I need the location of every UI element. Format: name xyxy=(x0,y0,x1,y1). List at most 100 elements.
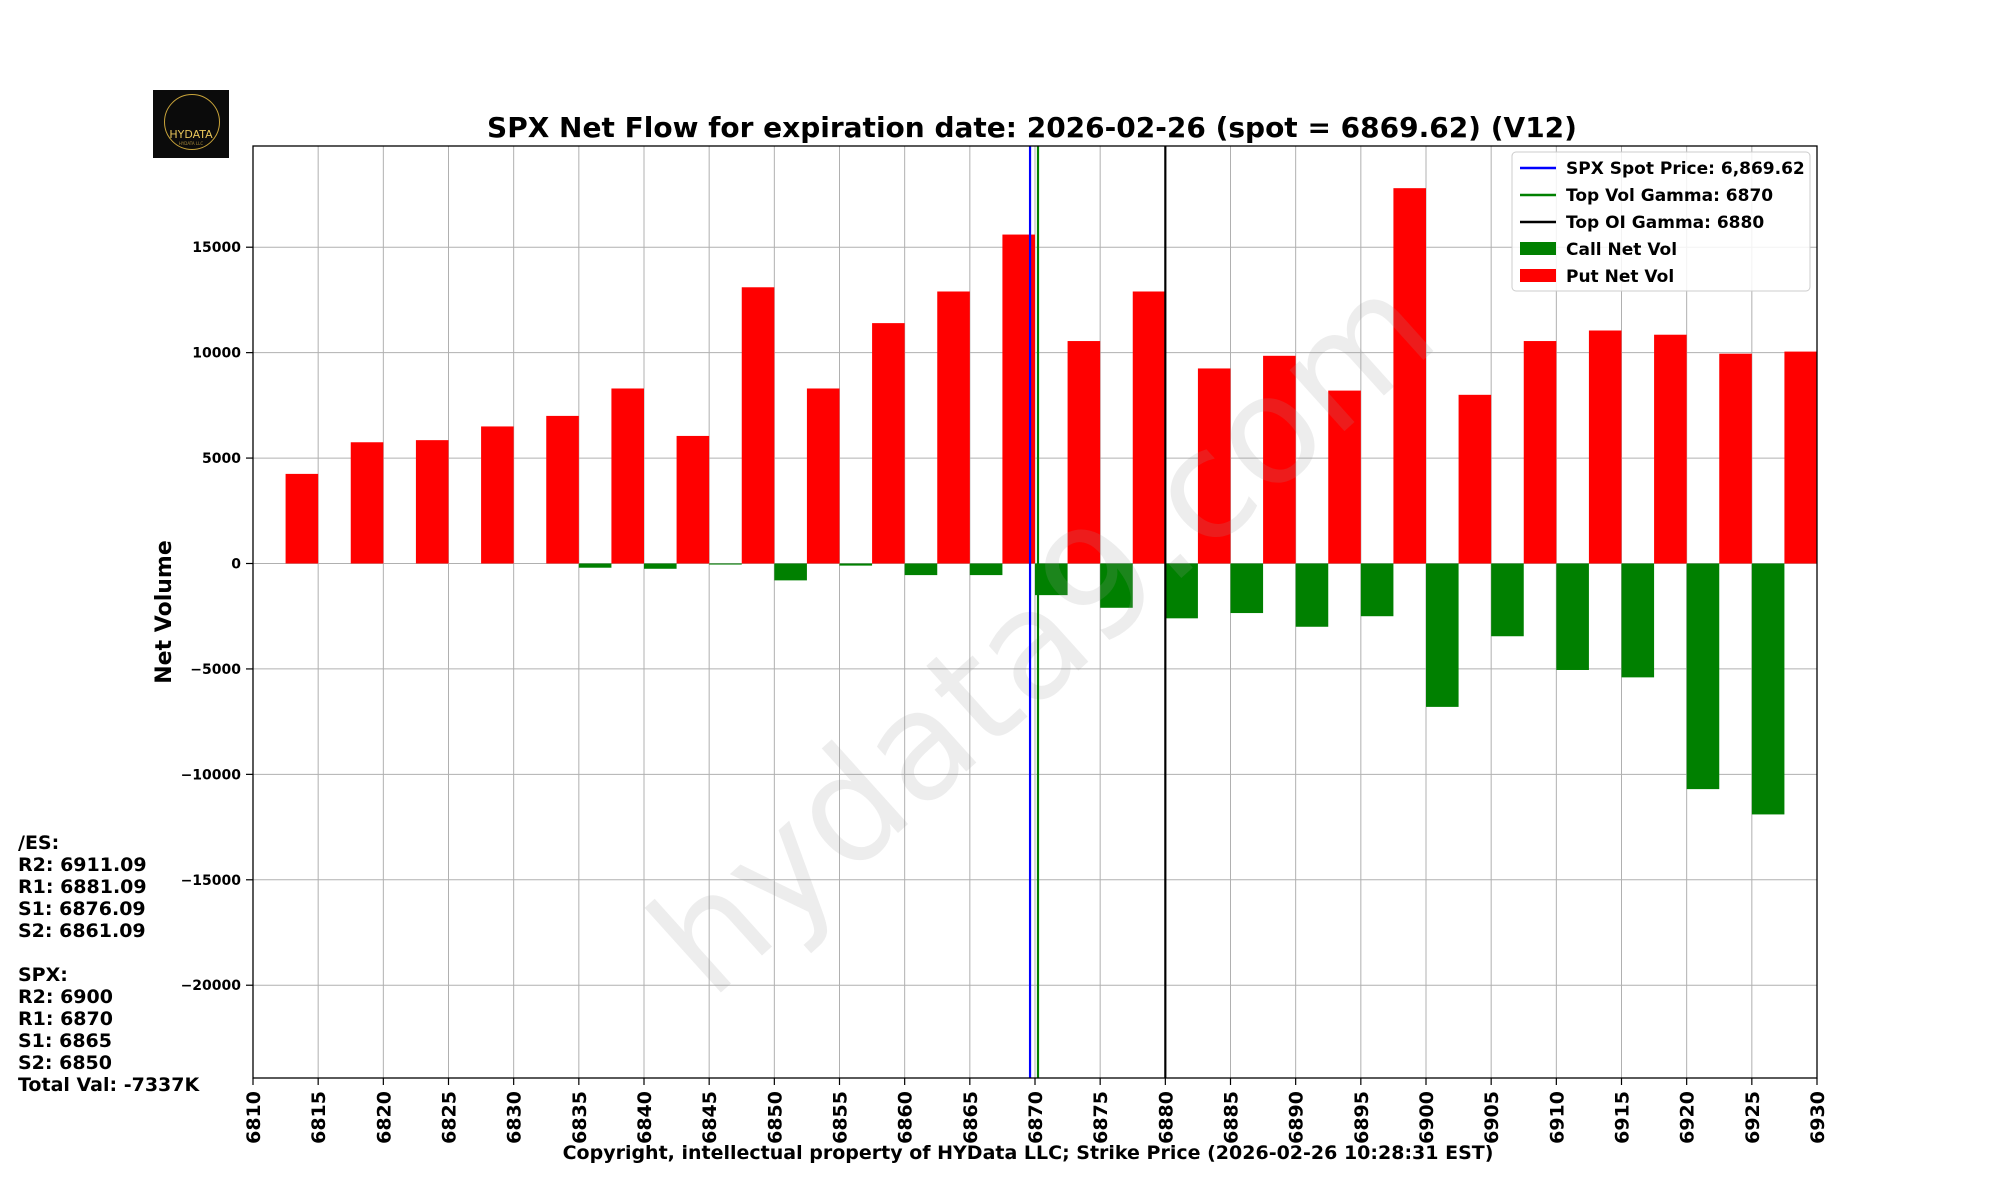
put-bar-6820 xyxy=(350,442,384,564)
put-bar-6850 xyxy=(741,287,775,564)
logo-text: HYDATA xyxy=(169,128,213,141)
call-bar-6860 xyxy=(904,563,938,576)
y-tick-label: −15000 xyxy=(181,873,242,889)
put-bar-6930 xyxy=(1784,351,1817,564)
y-tick-label: −20000 xyxy=(181,978,242,994)
x-tick-label: 6835 xyxy=(569,1091,591,1144)
es-s1: S1: 6876.09 xyxy=(18,898,146,920)
call-bar-6835 xyxy=(578,563,612,568)
call-bar-6850 xyxy=(774,563,807,581)
spx-header: SPX: xyxy=(18,964,68,986)
put-bar-6830 xyxy=(481,426,514,564)
call-bar-6925 xyxy=(1751,563,1785,815)
x-tick-label: 6905 xyxy=(1481,1091,1503,1144)
bars xyxy=(285,188,1817,815)
put-bar-6845 xyxy=(676,435,710,564)
levels-panel: /ES: R2: 6911.09 R1: 6881.09 S1: 6876.09… xyxy=(18,832,199,1096)
call-bar-6885 xyxy=(1230,563,1264,614)
put-bar-6840 xyxy=(611,388,644,564)
x-tick-label: 6920 xyxy=(1677,1091,1699,1144)
x-tick-label: 6915 xyxy=(1612,1091,1634,1144)
put-bar-6880 xyxy=(1132,291,1166,564)
spx-r1: R1: 6870 xyxy=(18,1008,113,1030)
call-bar-6905 xyxy=(1491,563,1524,637)
legend-bar-swatch xyxy=(1520,269,1556,282)
call-bar-6875 xyxy=(1100,563,1133,608)
legend-label: SPX Spot Price: 6,869.62 xyxy=(1566,159,1805,179)
call-bar-6900 xyxy=(1426,563,1459,707)
es-r1: R1: 6881.09 xyxy=(18,876,147,898)
call-bar-6910 xyxy=(1556,563,1589,670)
x-tick-label: 6845 xyxy=(699,1091,721,1144)
x-tick-label: 6860 xyxy=(895,1091,917,1144)
put-bar-6815 xyxy=(285,473,319,564)
legend-bar-swatch xyxy=(1520,242,1556,255)
x-tick-label: 6850 xyxy=(764,1091,786,1144)
put-bar-6910 xyxy=(1523,341,1557,564)
call-bar-6880 xyxy=(1165,563,1198,619)
put-bar-6860 xyxy=(872,323,905,564)
x-tick-label: 6880 xyxy=(1155,1091,1177,1144)
legend-label: Put Net Vol xyxy=(1566,267,1674,287)
x-tick-label: 6840 xyxy=(634,1091,656,1144)
x-tick-label: 6925 xyxy=(1742,1091,1764,1144)
x-tick-label: 6930 xyxy=(1807,1091,1829,1144)
call-bar-6895 xyxy=(1360,563,1394,617)
call-bar-6920 xyxy=(1686,563,1720,790)
put-bar-6855 xyxy=(806,388,840,564)
call-bar-6855 xyxy=(839,563,873,566)
legend-label: Top Vol Gamma: 6870 xyxy=(1566,186,1773,206)
x-tick-label: 6865 xyxy=(960,1091,982,1144)
legend-label: Top OI Gamma: 6880 xyxy=(1566,213,1764,233)
x-tick-label: 6820 xyxy=(373,1091,395,1144)
x-tick-label: 6910 xyxy=(1546,1091,1568,1144)
put-bar-6890 xyxy=(1263,355,1296,564)
x-tick-label: 6900 xyxy=(1416,1091,1438,1144)
logo-subtext: HYDATA LLC xyxy=(178,141,204,146)
legend-box xyxy=(1511,151,1811,292)
x-tick-label: 6895 xyxy=(1351,1091,1373,1144)
call-bar-6865 xyxy=(969,563,1003,576)
put-bar-6915 xyxy=(1588,330,1622,564)
legend-label: Call Net Vol xyxy=(1566,240,1677,260)
x-tick-label: 6810 xyxy=(243,1091,265,1144)
x-tick-label: 6830 xyxy=(504,1091,526,1144)
call-bar-6915 xyxy=(1621,563,1655,678)
x-tick-label: 6875 xyxy=(1090,1091,1112,1144)
chart-title: SPX Net Flow for expiration date: 2026-0… xyxy=(487,111,1577,144)
put-bar-6905 xyxy=(1458,394,1492,564)
call-bar-6845 xyxy=(709,563,742,565)
axes: 6810 6815 6820 6825 6830 6835 6840 6845 6850 6855… xyxy=(181,145,1829,1144)
logo-ring-icon xyxy=(164,94,220,150)
put-bar-6885 xyxy=(1197,368,1231,564)
y-axis-label: Net Volume xyxy=(152,540,177,684)
x-tick-label: 6855 xyxy=(830,1091,852,1144)
y-tick-label: 0 xyxy=(231,557,241,573)
es-r2: R2: 6911.09 xyxy=(18,854,147,876)
spx-r2: R2: 6900 xyxy=(18,986,113,1008)
x-tick-label: 6890 xyxy=(1286,1091,1308,1144)
call-bar-6870 xyxy=(1035,563,1068,596)
y-tick-label: 15000 xyxy=(192,240,241,256)
es-header: /ES: xyxy=(18,832,60,854)
x-tick-label: 6885 xyxy=(1221,1091,1243,1144)
reference-lines xyxy=(1028,146,1167,1078)
put-bar-6835 xyxy=(546,415,579,564)
put-bar-6825 xyxy=(415,440,449,564)
call-bar-6840 xyxy=(644,563,677,569)
y-tick-label: −5000 xyxy=(190,662,241,678)
legend: SPX Spot Price: 6,869.62 Top Vol Gamma: 6… xyxy=(1511,151,1811,292)
es-s2: S2: 6861.09 xyxy=(18,920,146,942)
put-bar-6875 xyxy=(1067,341,1101,564)
y-tick-label: 5000 xyxy=(202,451,241,467)
x-axis-label: Copyright, intellectual property of HYDa… xyxy=(563,1142,1494,1164)
y-tick-label: 10000 xyxy=(192,346,241,362)
put-bar-6895 xyxy=(1328,390,1361,564)
put-bar-6925 xyxy=(1719,353,1752,564)
total-value: Total Val: -7337K xyxy=(18,1074,200,1096)
x-tick-label: 6825 xyxy=(439,1091,461,1144)
hydata-logo: HYDATA HYDATA LLC xyxy=(153,90,229,158)
spx-s2: S2: 6850 xyxy=(18,1052,112,1074)
call-bar-6890 xyxy=(1295,563,1329,627)
y-tick-label: −10000 xyxy=(181,767,242,783)
